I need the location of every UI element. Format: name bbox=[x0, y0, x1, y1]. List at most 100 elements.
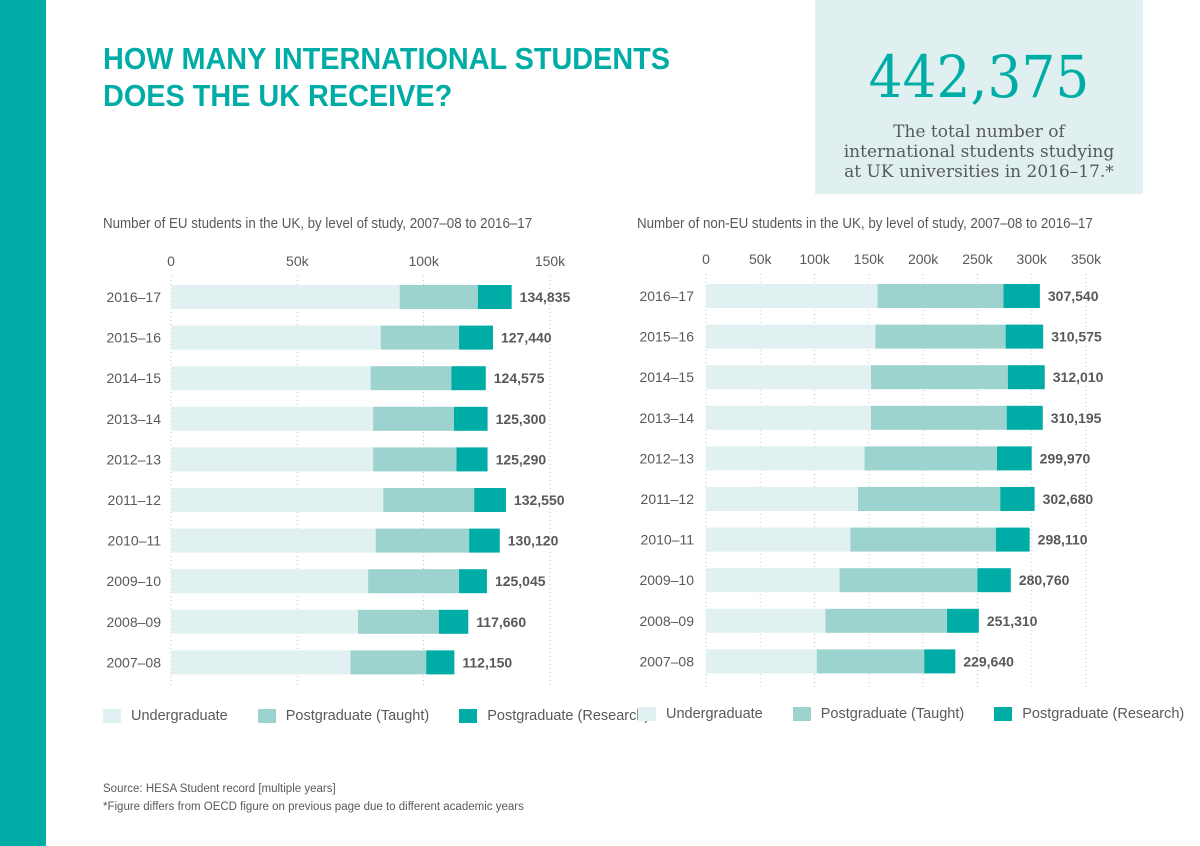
eu-bar-undergraduate bbox=[171, 447, 374, 472]
legend-swatch-taught bbox=[792, 707, 811, 721]
non-eu-tick-label: 250k bbox=[962, 251, 993, 267]
title-line-1: HOW MANY INTERNATIONAL STUDENTS bbox=[103, 41, 670, 76]
eu-bar-research bbox=[451, 366, 486, 391]
eu-category-label: 2016–17 bbox=[106, 289, 161, 305]
non-eu-tick-label: 100k bbox=[799, 251, 830, 267]
non-eu-bar-taught bbox=[864, 446, 997, 471]
non-eu-bar-undergraduate bbox=[706, 365, 872, 390]
legend-label-taught: Postgraduate (Taught) bbox=[285, 708, 430, 724]
eu-bar-taught bbox=[373, 447, 457, 472]
eu-bar-research bbox=[438, 609, 469, 634]
accent-side-bar bbox=[0, 0, 46, 846]
eu-total-label: 125,290 bbox=[496, 451, 547, 467]
headline-line-1: The total number of bbox=[893, 122, 1065, 142]
eu-total-label: 125,300 bbox=[496, 411, 547, 427]
non-eu-category-label: 2011–12 bbox=[641, 491, 695, 507]
non-eu-category-label: 2016–17 bbox=[639, 288, 694, 304]
non-eu-legend: Undergraduate Postgraduate (Taught) Post… bbox=[638, 706, 1200, 722]
non-eu-tick-label: 50k bbox=[749, 251, 773, 267]
eu-bar-taught bbox=[350, 650, 427, 675]
non-eu-category-label: 2013–14 bbox=[639, 410, 694, 426]
eu-total-label: 132,550 bbox=[514, 492, 565, 508]
non-eu-category-label: 2009–10 bbox=[639, 572, 694, 588]
legend-swatch-research bbox=[459, 709, 478, 723]
title-line-2: DOES THE UK RECEIVE? bbox=[103, 78, 453, 113]
eu-bar-taught bbox=[368, 569, 460, 594]
non-eu-category-label: 2008–09 bbox=[639, 613, 694, 629]
non-eu-tick-label: 350k bbox=[1071, 251, 1102, 267]
footnote-line: *Figure differs from OECD figure on prev… bbox=[103, 801, 524, 813]
eu-category-label: 2011–12 bbox=[108, 492, 162, 508]
non-eu-total-label: 251,310 bbox=[987, 613, 1038, 629]
headline-description: The total number of international studen… bbox=[829, 122, 1129, 182]
non-eu-total-label: 312,010 bbox=[1053, 369, 1104, 385]
eu-bar-undergraduate bbox=[171, 406, 374, 431]
eu-category-label: 2008–09 bbox=[106, 614, 161, 630]
eu-total-label: 125,045 bbox=[495, 573, 546, 589]
headline-stat-box: 442,375 The total number of internationa… bbox=[815, 0, 1143, 194]
eu-category-label: 2013–14 bbox=[106, 411, 161, 427]
non-eu-bar-taught bbox=[877, 284, 1004, 308]
non-eu-bar-taught bbox=[839, 568, 978, 593]
non-eu-bar-undergraduate bbox=[706, 608, 826, 633]
eu-category-label: 2010–11 bbox=[108, 533, 162, 549]
legend-label-undergraduate: Undergraduate bbox=[131, 708, 228, 724]
source-notes: Source: HESA Student record [multiple ye… bbox=[103, 780, 524, 816]
non-eu-category-label: 2012–13 bbox=[639, 450, 694, 466]
eu-total-label: 127,440 bbox=[501, 330, 552, 346]
eu-category-label: 2014–15 bbox=[106, 370, 161, 386]
non-eu-bar-research bbox=[1000, 487, 1035, 511]
non-eu-category-label: 2015–16 bbox=[639, 329, 694, 345]
non-eu-bar-taught bbox=[871, 405, 1007, 430]
eu-bar-research bbox=[426, 650, 455, 675]
eu-total-label: 134,835 bbox=[520, 289, 571, 305]
non-eu-category-label: 2014–15 bbox=[639, 369, 694, 385]
non-eu-bar-research bbox=[1003, 284, 1040, 308]
non-eu-tick-label: 200k bbox=[908, 251, 939, 267]
eu-tick-label: 150k bbox=[535, 253, 566, 269]
non-eu-bar-undergraduate bbox=[706, 324, 876, 349]
non-eu-bar-taught bbox=[875, 324, 1006, 349]
non-eu-bar-research bbox=[1005, 324, 1044, 349]
non-eu-total-label: 307,540 bbox=[1048, 288, 1099, 304]
non-eu-bar-taught bbox=[871, 365, 1008, 390]
eu-total-label: 112,150 bbox=[462, 654, 512, 670]
legend-label-research: Postgraduate (Research) bbox=[1022, 706, 1185, 722]
eu-bar-taught bbox=[370, 366, 452, 391]
eu-bar-research bbox=[456, 447, 488, 472]
legend-swatch-undergraduate bbox=[103, 709, 121, 723]
eu-bar-undergraduate bbox=[171, 366, 371, 391]
non-eu-students-chart: 0 50k 100k 150k 200k 250k 300k 350k 2016–17 307,5… bbox=[639, 251, 1104, 688]
non-eu-bar-undergraduate bbox=[706, 649, 817, 674]
eu-legend-undergraduate: Undergraduate bbox=[103, 708, 228, 724]
non-eu-total-label: 299,970 bbox=[1040, 450, 1091, 466]
legend-label-undergraduate: Undergraduate bbox=[666, 706, 763, 722]
non-eu-bar-research bbox=[995, 527, 1030, 552]
non-eu-legend-research: Postgraduate (Research) bbox=[994, 706, 1184, 722]
eu-bar-undergraduate bbox=[171, 285, 400, 309]
eu-category-label: 2012–13 bbox=[106, 451, 161, 467]
non-eu-tick-label: 0 bbox=[702, 251, 710, 267]
eu-legend-taught: Postgraduate (Taught) bbox=[257, 708, 430, 724]
non-eu-bar-undergraduate bbox=[706, 527, 851, 552]
eu-bar-undergraduate bbox=[171, 650, 351, 675]
eu-bar-research bbox=[453, 406, 488, 431]
non-eu-category-label: 2007–08 bbox=[639, 653, 694, 669]
non-eu-bar-research bbox=[924, 649, 956, 674]
non-eu-bar-undergraduate bbox=[706, 405, 872, 430]
eu-total-label: 117,660 bbox=[476, 614, 526, 630]
eu-bar-undergraduate bbox=[171, 609, 358, 634]
non-eu-bar-undergraduate bbox=[706, 446, 865, 471]
non-eu-bar-research bbox=[977, 568, 1011, 593]
non-eu-bar-taught bbox=[850, 527, 996, 552]
eu-bar-taught bbox=[383, 488, 475, 512]
non-eu-bar-undergraduate bbox=[706, 284, 878, 308]
legend-swatch-taught bbox=[257, 709, 276, 723]
non-eu-tick-label: 300k bbox=[1017, 251, 1048, 267]
eu-tick-label: 0 bbox=[167, 253, 175, 269]
eu-category-label: 2007–08 bbox=[106, 654, 161, 670]
eu-bar-undergraduate bbox=[171, 528, 376, 553]
eu-bar-undergraduate bbox=[171, 569, 369, 594]
eu-students-chart: 0 50k 100k 150k 2016–17 134,835 2015–16 127,440… bbox=[106, 253, 571, 686]
eu-category-label: 2009–10 bbox=[106, 573, 161, 589]
